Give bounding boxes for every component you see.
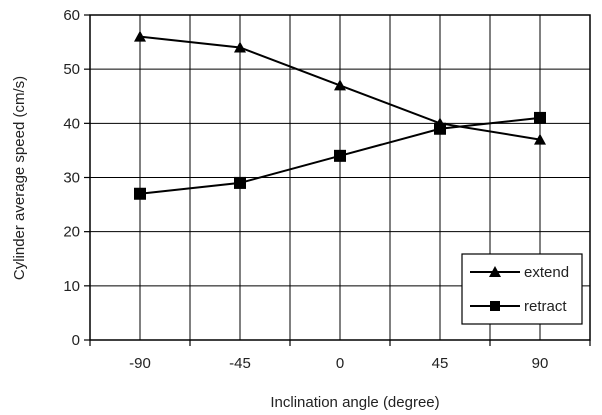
legend-marker-retract — [490, 301, 500, 311]
legend-label-retract: retract — [524, 298, 567, 315]
x-tick-label: 45 — [432, 355, 449, 372]
legend-box — [461, 253, 583, 325]
y-axis-ticks: 0 10 20 30 40 50 60 — [63, 7, 90, 349]
series-group — [134, 30, 546, 200]
y-axis-title: Cylinder average speed (cm/s) — [11, 76, 28, 280]
data-point-extend — [234, 41, 246, 53]
x-tick-label: -45 — [229, 355, 251, 372]
data-point-retract — [134, 187, 146, 200]
x-tick-label: -90 — [129, 355, 151, 372]
x-axis-title: Inclination angle (degree) — [270, 394, 439, 411]
x-tick-label: 0 — [336, 355, 344, 372]
data-point-retract — [234, 176, 246, 189]
legend-marker-extend — [489, 266, 501, 277]
data-point-extend — [334, 79, 346, 91]
data-point-extend — [534, 133, 546, 145]
y-tick-label: 50 — [63, 61, 80, 78]
x-axis-ticks: -90 -45 0 45 90 — [89, 340, 591, 372]
y-tick-label: 60 — [63, 7, 80, 24]
x-tick-label: 90 — [532, 355, 549, 372]
y-tick-label: 20 — [63, 224, 80, 241]
y-tick-label: 40 — [63, 115, 80, 132]
y-tick-label: 30 — [63, 170, 80, 187]
legend: extend retract — [461, 253, 583, 325]
data-point-retract — [434, 122, 446, 135]
y-tick-label: 10 — [63, 278, 80, 295]
y-tick-label: 0 — [72, 332, 80, 349]
data-point-retract — [334, 149, 346, 162]
legend-label-extend: extend — [524, 264, 569, 281]
data-point-extend — [134, 30, 146, 42]
data-point-retract — [534, 111, 546, 124]
